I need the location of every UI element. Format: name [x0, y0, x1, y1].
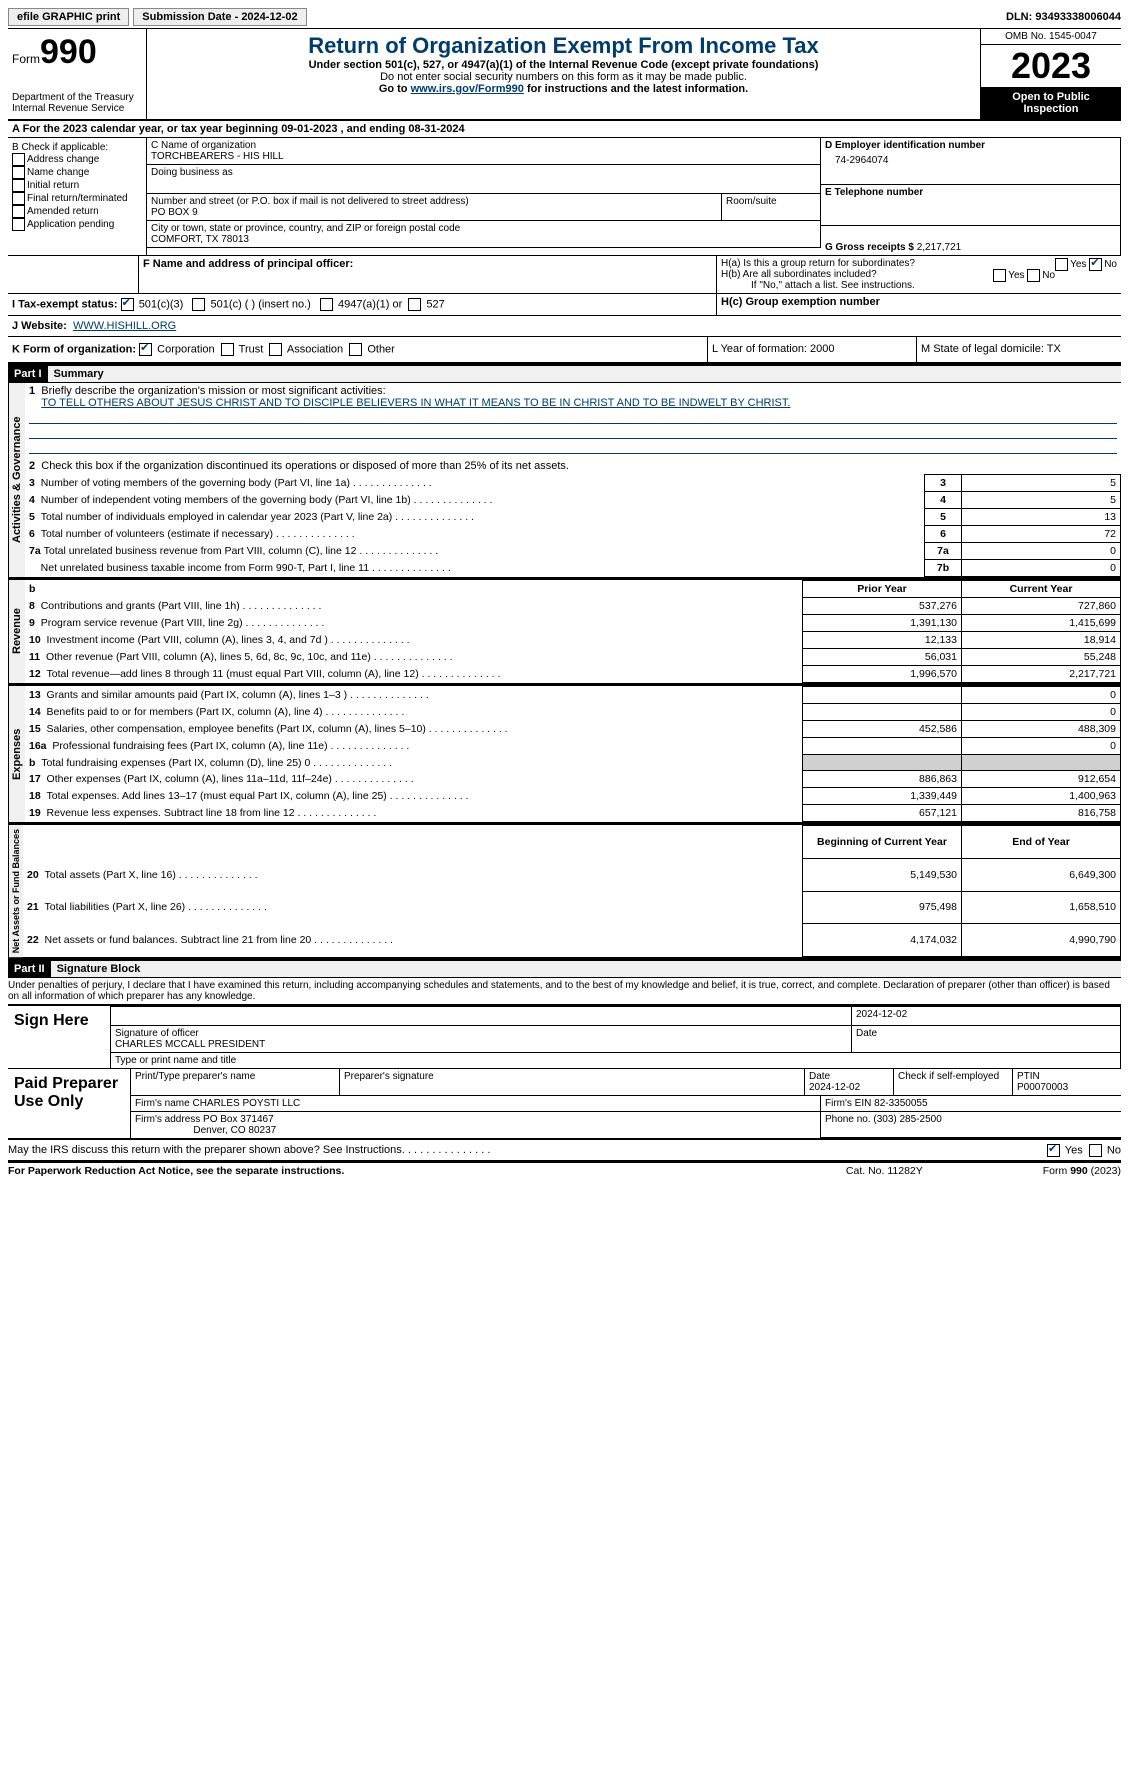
paid-preparer-row: Paid Preparer Use Only Print/Type prepar… — [8, 1069, 1121, 1140]
subtitle-1: Under section 501(c), 527, or 4947(a)(1)… — [151, 59, 976, 71]
chk-527[interactable] — [408, 298, 421, 311]
chk-discuss-no[interactable] — [1089, 1144, 1102, 1157]
governance-table: 3 Number of voting members of the govern… — [25, 474, 1121, 577]
open-public: Open to Public Inspection — [981, 87, 1121, 119]
netassets-section: Net Assets or Fund Balances Beginning of… — [8, 825, 1121, 960]
firm-ein: Firm's EIN 82-3350055 — [821, 1096, 1121, 1112]
section-bc: B Check if applicable: Address change Na… — [8, 138, 1121, 256]
chk-discuss-yes[interactable] — [1047, 1144, 1060, 1157]
chk-assoc[interactable] — [269, 343, 282, 356]
firm-name: Firm's name CHARLES POYSTI LLC — [131, 1096, 821, 1112]
tax-year: 2023 — [981, 45, 1121, 87]
chk-ha-no[interactable] — [1089, 258, 1102, 271]
row-i: I Tax-exempt status: 501(c)(3) 501(c) ( … — [8, 294, 1121, 316]
h-note: If "No," attach a list. See instructions… — [721, 280, 1117, 291]
row-f-h: F Name and address of principal officer:… — [8, 256, 1121, 294]
chk-hb-yes[interactable] — [993, 269, 1006, 282]
chk-name[interactable] — [12, 166, 25, 179]
chk-initial[interactable] — [12, 179, 25, 192]
part2-bar: Part IISignature Block — [8, 960, 1121, 978]
chk-pending[interactable] — [12, 218, 25, 231]
form-number: 990 — [40, 33, 97, 71]
d-val: 74-2964074 — [825, 151, 1116, 170]
row-a-period: A For the 2023 calendar year, or tax yea… — [8, 121, 1121, 138]
firm-addr1: Firm's address PO Box 371467 — [135, 1114, 274, 1125]
d-lbl: D Employer identification number — [825, 140, 985, 151]
chk-final[interactable] — [12, 192, 25, 205]
chk-hb-no[interactable] — [1027, 269, 1040, 282]
revenue-section: Revenue bPrior YearCurrent Year 8 Contri… — [8, 580, 1121, 686]
c-name: TORCHBEARERS - HIS HILL — [151, 151, 816, 162]
goto-pre: Go to — [379, 83, 411, 95]
form-header: Form990 Department of the Treasury Inter… — [8, 28, 1121, 121]
col-b-checkboxes: B Check if applicable: Address change Na… — [8, 138, 147, 255]
c-addr-lbl: Number and street (or P.O. box if mail i… — [151, 196, 717, 207]
discuss-row: May the IRS discuss this return with the… — [8, 1140, 1121, 1162]
g-lbl: G Gross receipts $ — [825, 242, 914, 253]
page-footer: For Paperwork Reduction Act Notice, see … — [8, 1162, 1121, 1177]
declaration: Under penalties of perjury, I declare th… — [8, 978, 1121, 1004]
row-j: J Website: WWW.HISHILL.ORG — [8, 316, 1121, 337]
dept-text: Department of the Treasury — [12, 92, 142, 103]
part1-bar: Part ISummary — [8, 365, 1121, 383]
c-addr: PO BOX 9 — [151, 207, 717, 218]
c-name-lbl: C Name of organization — [151, 140, 816, 151]
c-city-lbl: City or town, state or province, country… — [151, 223, 816, 234]
chk-501c3[interactable] — [121, 298, 134, 311]
officer-name: CHARLES MCCALL PRESIDENT — [115, 1039, 265, 1050]
chk-501c[interactable] — [192, 298, 205, 311]
ha-text: H(a) Is this a group return for subordin… — [721, 258, 915, 269]
activities-governance: Activities & Governance 1 Briefly descri… — [8, 383, 1121, 580]
chk-4947[interactable] — [320, 298, 333, 311]
firm-addr2: Denver, CO 80237 — [193, 1125, 276, 1136]
chk-amended[interactable] — [12, 205, 25, 218]
hb-text: H(b) Are all subordinates included? — [721, 269, 877, 280]
ptin: P00070003 — [1017, 1082, 1068, 1093]
e-lbl: E Telephone number — [825, 187, 923, 198]
m-state: M State of legal domicile: TX — [916, 337, 1121, 362]
prep-date: 2024-12-02 — [809, 1082, 860, 1093]
chk-other[interactable] — [349, 343, 362, 356]
dln-text: DLN: 93493338006044 — [1006, 11, 1121, 23]
subtitle-2: Do not enter social security numbers on … — [151, 71, 976, 83]
top-bar: efile GRAPHIC print Submission Date - 20… — [8, 8, 1121, 26]
website-link[interactable]: WWW.HISHILL.ORG — [73, 320, 176, 332]
chk-ha-yes[interactable] — [1055, 258, 1068, 271]
form-title: Return of Organization Exempt From Incom… — [151, 33, 976, 59]
efile-btn[interactable]: efile GRAPHIC print — [8, 8, 129, 26]
mission-text: TO TELL OTHERS ABOUT JESUS CHRIST AND TO… — [41, 397, 790, 409]
f-lbl: F Name and address of principal officer: — [139, 256, 717, 293]
chk-corp[interactable] — [139, 343, 152, 356]
col-c-org: C Name of organizationTORCHBEARERS - HIS… — [147, 138, 1121, 255]
revenue-table: bPrior YearCurrent Year 8 Contributions … — [25, 580, 1121, 683]
omb-number: OMB No. 1545-0047 — [981, 29, 1121, 45]
chk-trust[interactable] — [221, 343, 234, 356]
b-header: B Check if applicable: — [12, 142, 142, 153]
chk-address[interactable] — [12, 153, 25, 166]
sign-here-row: Sign Here 2024-12-02 Signature of office… — [8, 1004, 1121, 1069]
firm-phone: Phone no. (303) 285-2500 — [821, 1112, 1121, 1138]
hc-text: H(c) Group exemption number — [721, 296, 880, 308]
irs-link[interactable]: www.irs.gov/Form990 — [411, 83, 524, 95]
netassets-table: Beginning of Current YearEnd of Year 20 … — [23, 825, 1121, 957]
irs-text: Internal Revenue Service — [12, 103, 142, 114]
c-room: Room/suite — [722, 194, 821, 221]
c-dba: Doing business as — [151, 167, 816, 178]
l-year: L Year of formation: 2000 — [707, 337, 916, 362]
g-val: 2,217,721 — [917, 242, 962, 253]
row-klm: K Form of organization: Corporation Trus… — [8, 337, 1121, 365]
expenses-table: 13 Grants and similar amounts paid (Part… — [25, 686, 1121, 822]
expenses-section: Expenses 13 Grants and similar amounts p… — [8, 686, 1121, 825]
goto-post: for instructions and the latest informat… — [524, 83, 748, 95]
submission-date-btn[interactable]: Submission Date - 2024-12-02 — [133, 8, 306, 26]
c-city: COMFORT, TX 78013 — [151, 234, 816, 245]
form-label: Form — [12, 52, 40, 66]
